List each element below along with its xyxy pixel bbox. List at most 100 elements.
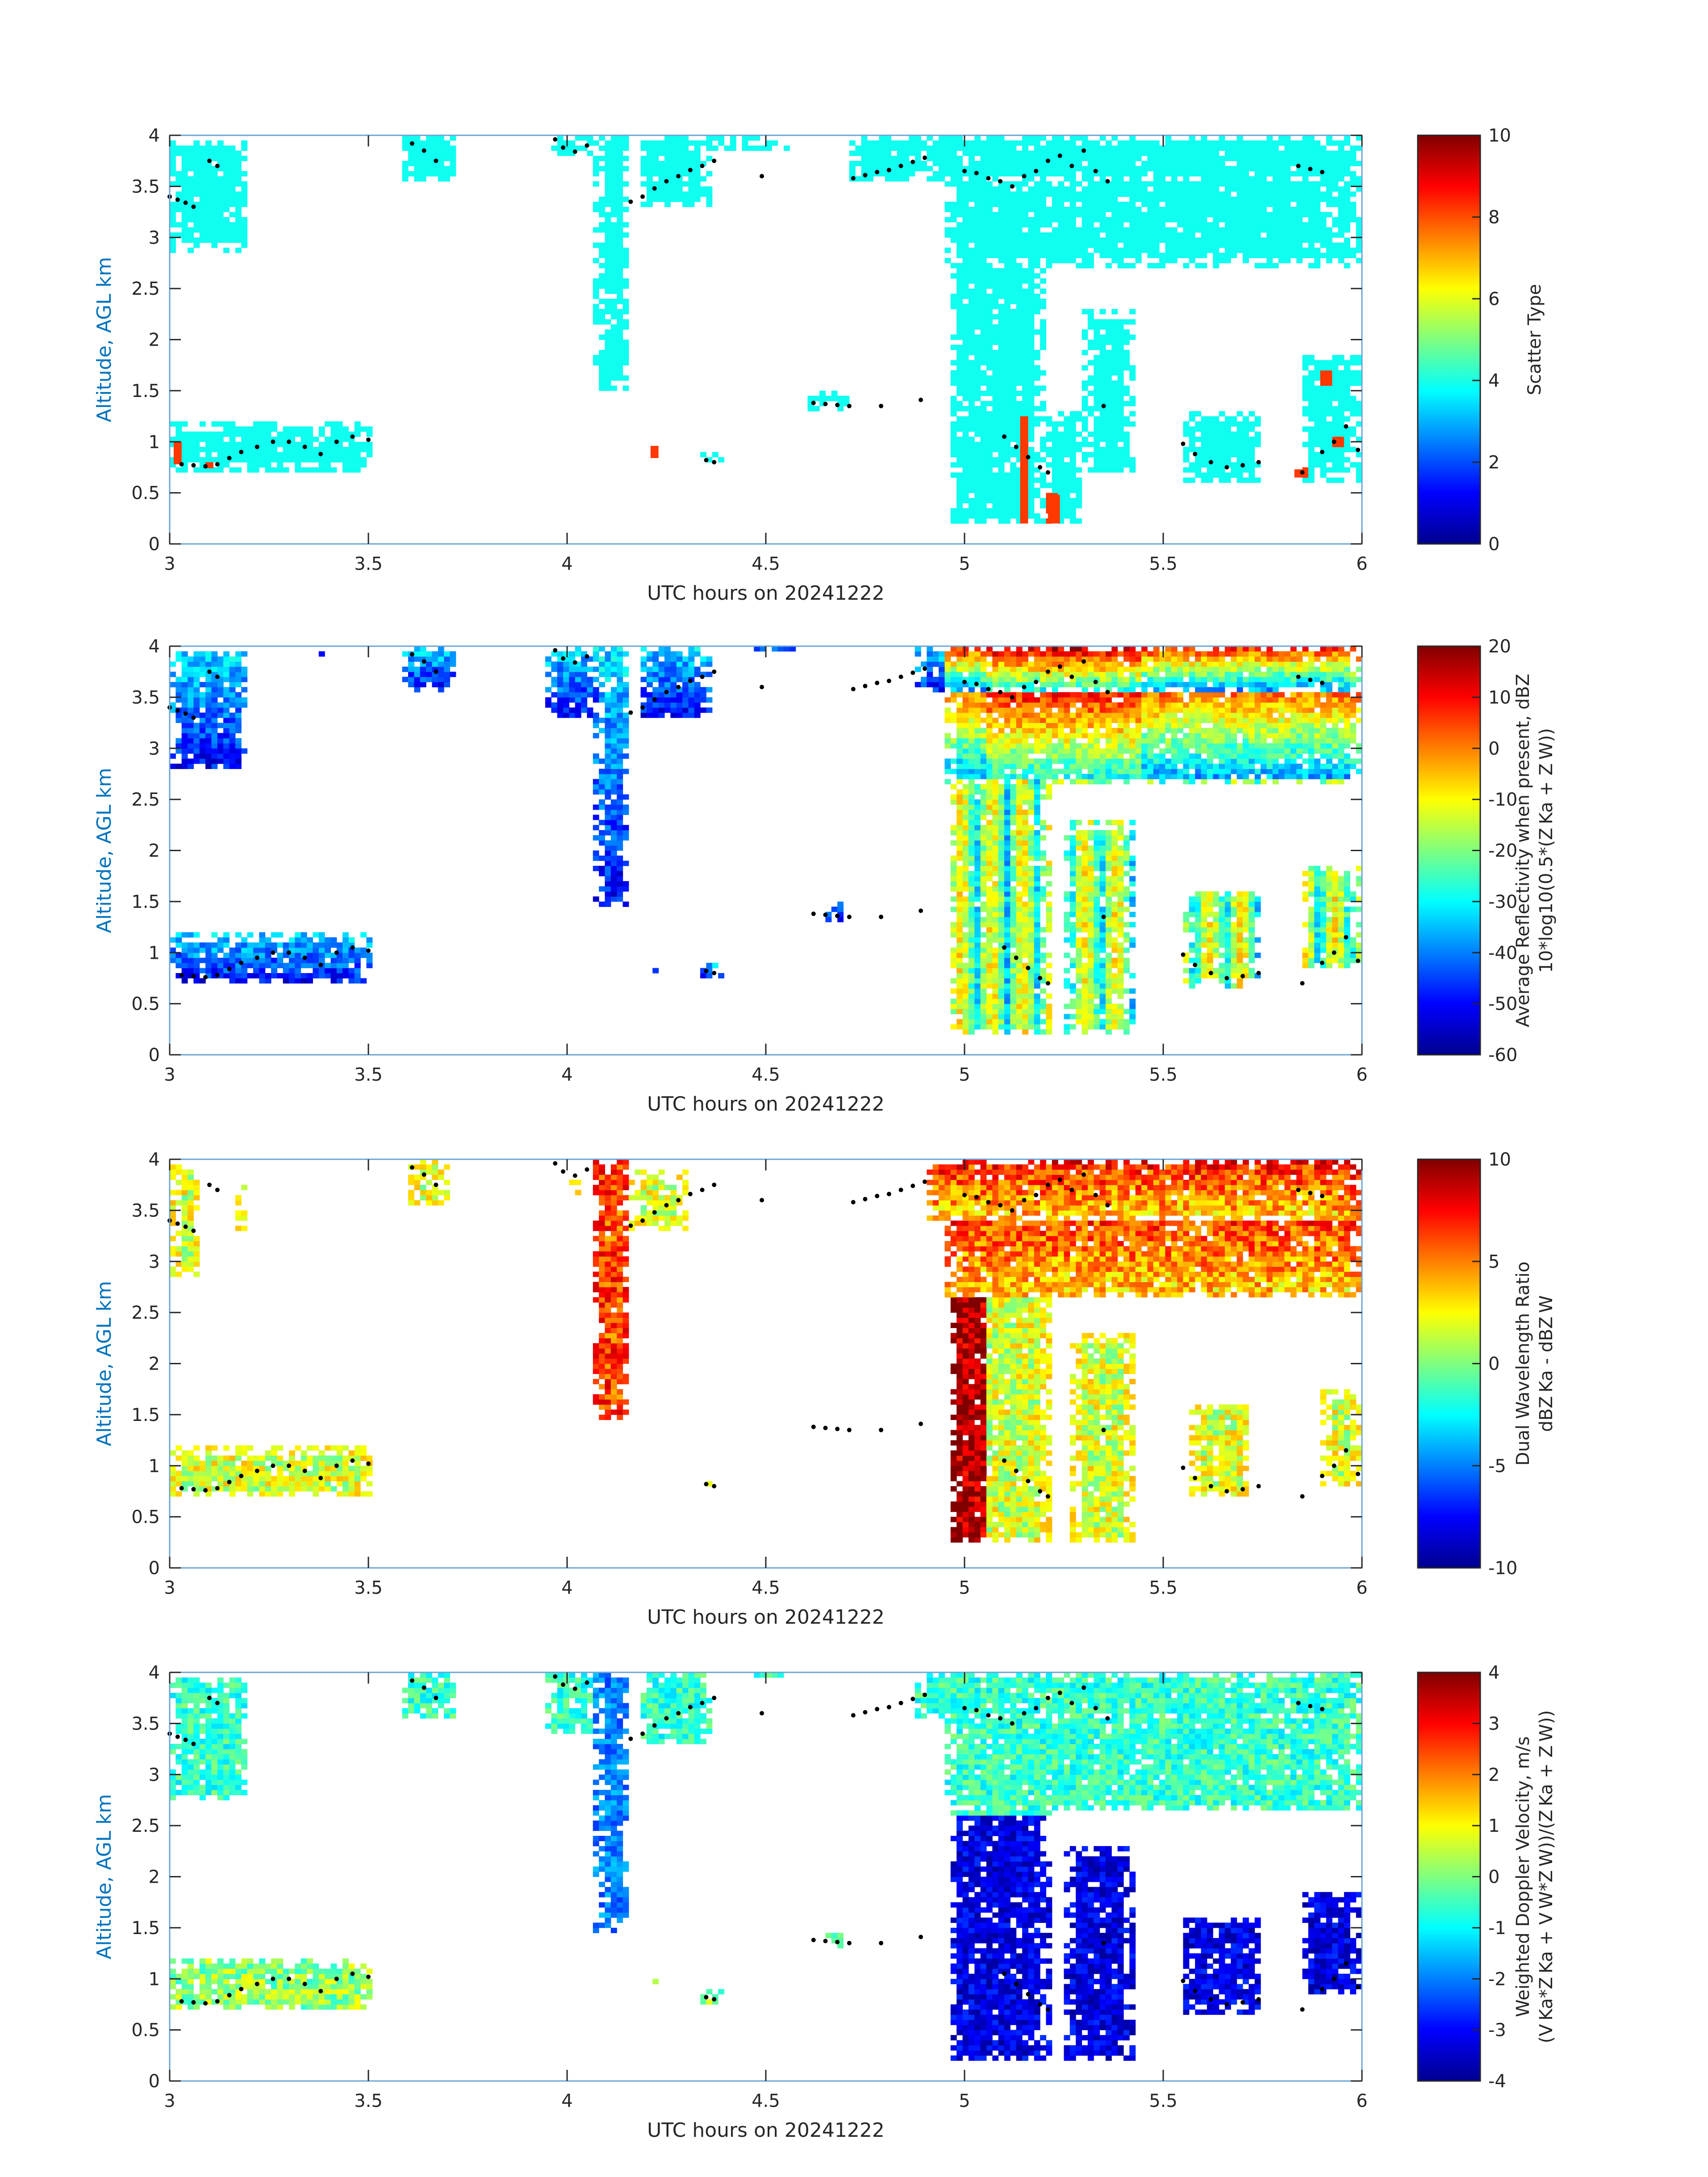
heatmap-cell [610, 145, 617, 151]
heatmap-cell [1010, 370, 1017, 376]
heatmap-cell [1338, 390, 1345, 396]
heatmap-cell [950, 518, 957, 524]
heatmap-cell [622, 743, 629, 749]
heatmap-cell [992, 227, 999, 233]
heatmap-cell [1105, 436, 1112, 442]
heatmap-cell [962, 447, 969, 452]
heatmap-cell [1284, 191, 1291, 197]
heatmap-cell [1010, 431, 1017, 437]
heatmap-cell [968, 268, 975, 274]
heatmap-cell [175, 201, 182, 207]
heatmap-cell [670, 166, 677, 171]
heatmap-cell [1207, 166, 1213, 171]
heatmap-cell [1016, 150, 1023, 156]
heatmap-cell [1344, 375, 1350, 381]
heatmap-cell [1159, 161, 1165, 167]
heatmap-cell [313, 947, 319, 953]
heatmap-cell [974, 431, 981, 437]
heatmap-cell [622, 810, 629, 815]
heatmap-cell [962, 319, 969, 325]
heatmap-cell [998, 508, 1005, 514]
heatmap-cell [605, 155, 611, 161]
heatmap-cell [980, 421, 987, 427]
heatmap-cell [342, 447, 349, 452]
heatmap-cell [318, 431, 325, 437]
heatmap-cell [1249, 472, 1255, 478]
heatmap-cell [647, 161, 653, 167]
heatmap-cell [199, 651, 206, 657]
heatmap-cell [1219, 467, 1225, 473]
heatmap-cell [551, 145, 558, 151]
heatmap-cell [927, 155, 933, 161]
heatmap-cell [217, 191, 224, 197]
heatmap-cell [1195, 467, 1202, 473]
heatmap-cell [1195, 411, 1202, 417]
heatmap-cell [968, 263, 975, 268]
heatmap-cell [188, 682, 194, 688]
heatmap-cell [1314, 360, 1321, 366]
heatmap-cell [1356, 436, 1362, 442]
heatmap-cell [950, 299, 957, 304]
heatmap-cell [1236, 155, 1243, 161]
heatmap-cell [587, 666, 593, 672]
heatmap-cell [188, 436, 194, 442]
heatmap-cell [986, 191, 993, 197]
heatmap-cell [873, 140, 880, 146]
heatmap-cell [1326, 421, 1332, 427]
heatmap-cell [593, 360, 599, 366]
heatmap-cell [1177, 186, 1184, 192]
heatmap-cell [992, 472, 999, 478]
heatmap-cell [569, 692, 576, 698]
heatmap-cell [1201, 242, 1207, 248]
heatmap-cell [986, 166, 993, 171]
heatmap-cell [1320, 161, 1327, 167]
heatmap-cell [1105, 217, 1112, 222]
heatmap-cell [998, 365, 1005, 371]
heatmap-cell [980, 176, 987, 182]
heatmap-cell [1272, 232, 1279, 238]
heatmap-cell [1338, 431, 1345, 437]
heatmap-cell [962, 314, 969, 320]
heatmap-cell [241, 947, 248, 953]
heatmap-cell [1069, 247, 1076, 253]
heatmap-cell [1231, 222, 1237, 228]
heatmap-cell [956, 288, 963, 294]
heatmap-cell [1236, 176, 1243, 182]
heatmap-cell [974, 406, 981, 412]
heatmap-cell [1094, 436, 1100, 442]
heatmap-cell [1129, 166, 1136, 171]
heatmap-cell [1123, 390, 1130, 396]
heatmap-cell [992, 288, 999, 294]
heatmap-cell [211, 171, 218, 177]
heatmap-cell [1058, 447, 1064, 452]
heatmap-cell [962, 253, 969, 259]
heatmap-cell [593, 677, 599, 682]
heatmap-cell [307, 452, 313, 458]
heatmap-cell [622, 258, 629, 263]
heatmap-cell [1219, 196, 1225, 202]
heatmap-cell [950, 406, 957, 412]
heatmap-cell [1028, 513, 1035, 519]
heatmap-cell [563, 661, 569, 667]
heatmap-cell [1028, 299, 1035, 304]
heatmap-cell [1099, 150, 1106, 156]
heatmap-cell [1087, 263, 1094, 268]
heatmap-cell [605, 779, 611, 785]
heatmap-cell [1236, 150, 1243, 156]
heatmap-cell [1028, 493, 1035, 498]
heatmap-cell [1040, 155, 1046, 161]
heatmap-cell [217, 707, 224, 713]
heatmap-cell [181, 758, 188, 764]
heatmap-cell [205, 212, 212, 217]
overlay-point [1320, 450, 1324, 455]
heatmap-cell [1213, 171, 1219, 177]
heatmap-cell [1094, 365, 1100, 371]
overlay-point [183, 201, 188, 205]
heatmap-cell [1254, 477, 1261, 483]
heatmap-cell [1231, 186, 1237, 192]
heatmap-cell [1338, 421, 1345, 427]
heatmap-cell [217, 421, 224, 427]
heatmap-cell [408, 155, 414, 161]
heatmap-cell [1117, 207, 1124, 213]
heatmap-cell [622, 687, 629, 693]
